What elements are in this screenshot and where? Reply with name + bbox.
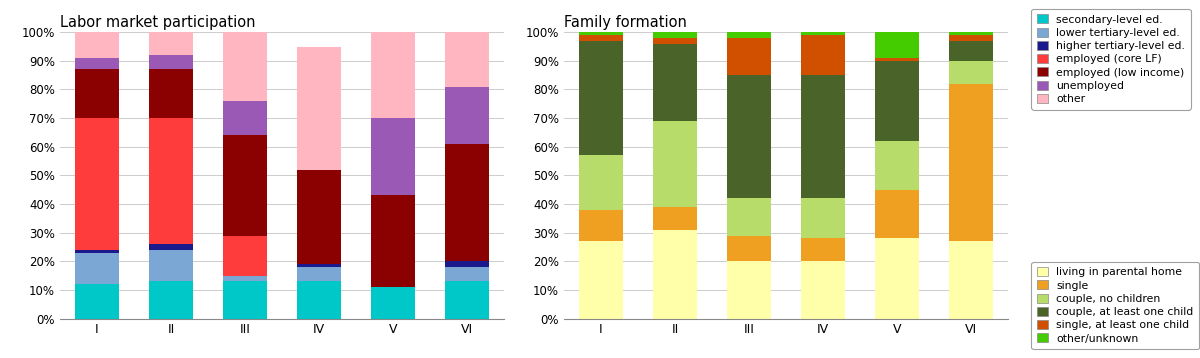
Legend: living in parental home, single, couple, no children, couple, at least one child: living in parental home, single, couple,…: [1032, 262, 1199, 349]
Bar: [653, 38, 697, 44]
Bar: [949, 241, 994, 319]
Bar: [296, 281, 341, 319]
Bar: [875, 141, 919, 190]
Bar: [74, 284, 119, 319]
Bar: [727, 261, 772, 319]
Bar: [445, 144, 490, 261]
Bar: [727, 32, 772, 38]
Bar: [875, 61, 919, 141]
Bar: [949, 84, 994, 241]
Bar: [578, 32, 623, 35]
Bar: [296, 264, 341, 267]
Text: Family formation: Family formation: [564, 15, 686, 30]
Bar: [949, 61, 994, 84]
Bar: [296, 47, 341, 170]
Bar: [727, 236, 772, 261]
Bar: [653, 32, 697, 38]
Bar: [223, 101, 268, 135]
Bar: [445, 281, 490, 319]
Bar: [223, 236, 268, 276]
Bar: [800, 261, 845, 319]
Bar: [149, 118, 193, 244]
Bar: [74, 69, 119, 118]
Bar: [949, 35, 994, 41]
Bar: [727, 75, 772, 198]
Bar: [149, 32, 193, 55]
Bar: [445, 87, 490, 144]
Bar: [149, 55, 193, 69]
Bar: [445, 261, 490, 267]
Bar: [371, 287, 415, 319]
Bar: [578, 41, 623, 155]
Bar: [578, 210, 623, 241]
Bar: [223, 281, 268, 319]
Bar: [223, 32, 268, 101]
Bar: [578, 155, 623, 210]
Bar: [74, 118, 119, 250]
Bar: [149, 250, 193, 281]
Bar: [653, 207, 697, 230]
Bar: [875, 58, 919, 61]
Bar: [371, 118, 415, 195]
Bar: [727, 38, 772, 75]
Bar: [149, 69, 193, 118]
Bar: [149, 244, 193, 250]
Bar: [371, 195, 415, 287]
Bar: [371, 32, 415, 118]
Bar: [949, 32, 994, 35]
Bar: [875, 32, 919, 58]
Bar: [296, 170, 341, 264]
Bar: [223, 135, 268, 236]
Bar: [653, 230, 697, 319]
Bar: [578, 35, 623, 41]
Bar: [653, 121, 697, 207]
Bar: [74, 253, 119, 284]
Bar: [578, 241, 623, 319]
Bar: [296, 267, 341, 281]
Bar: [74, 32, 119, 58]
Legend: secondary-level ed., lower tertiary-level ed., higher tertiary-level ed., employ: secondary-level ed., lower tertiary-leve…: [1032, 9, 1190, 110]
Bar: [74, 58, 119, 69]
Text: Labor market participation: Labor market participation: [60, 15, 256, 30]
Bar: [875, 238, 919, 319]
Bar: [949, 41, 994, 61]
Bar: [800, 198, 845, 238]
Bar: [223, 276, 268, 281]
Bar: [653, 44, 697, 121]
Bar: [800, 35, 845, 75]
Bar: [149, 281, 193, 319]
Bar: [74, 250, 119, 253]
Bar: [727, 198, 772, 236]
Bar: [875, 190, 919, 238]
Bar: [800, 32, 845, 35]
Bar: [800, 75, 845, 198]
Bar: [800, 238, 845, 261]
Bar: [445, 267, 490, 281]
Bar: [445, 32, 490, 87]
